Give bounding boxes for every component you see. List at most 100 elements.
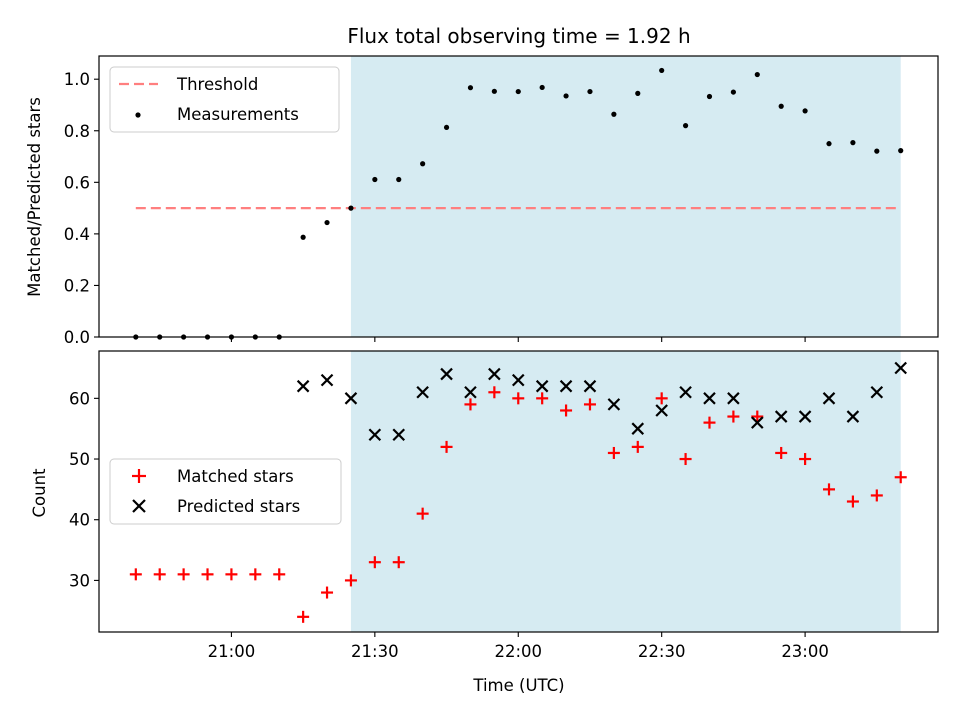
y-tick-label: 0.6: [64, 173, 90, 192]
x-tick-label: 23:00: [781, 642, 829, 661]
matched-star-point: [894, 471, 907, 484]
matched-star-point: [775, 446, 788, 459]
predicted-star-point: [488, 367, 501, 381]
predicted-star-point: [416, 385, 429, 399]
matched-star-point: [751, 410, 764, 423]
predicted-star-point: [559, 379, 573, 393]
measurement-point: [443, 124, 450, 131]
legend-matched-label: Matched stars: [177, 467, 294, 486]
predicted-star-point: [607, 398, 621, 411]
predicted-star-point: [440, 367, 453, 381]
matched-star-point: [488, 386, 501, 399]
measurement-point: [611, 111, 617, 117]
measurement-point: [467, 85, 474, 91]
matched-star-point: [536, 392, 549, 405]
predicted-star-point: [751, 416, 764, 429]
matched-star-point: [607, 446, 620, 459]
measurement-point: [587, 88, 593, 95]
predicted-star-point: [655, 404, 668, 417]
predicted-star-point: [535, 379, 549, 393]
matched-star-point: [823, 483, 836, 496]
matched-star-point: [679, 453, 692, 466]
predicted-stars-points: [296, 361, 907, 442]
measurement-point: [372, 176, 378, 183]
observing-window-shade: [350, 56, 901, 337]
predicted-star-point: [631, 422, 645, 435]
x-tick-label: 22:30: [638, 642, 686, 661]
y-tick-label: 40: [69, 511, 90, 530]
measurement-point: [778, 103, 784, 109]
measurement-point: [420, 161, 426, 167]
measurement-point: [730, 89, 736, 95]
y-tick-label: 0.4: [64, 225, 90, 244]
x-tick-label: 22:00: [494, 642, 542, 661]
measurement-point: [635, 90, 641, 96]
ratio-panel: 0.0 0.2 0.4 0.6 0.8 1.0 Matched/Predicted sta…: [25, 55, 939, 347]
legend-predicted-label: Predicted stars: [177, 497, 300, 516]
matched-star-point: [273, 568, 286, 581]
matched-star-point: [368, 556, 381, 569]
matched-star-point: [297, 610, 310, 623]
measurement-point: [348, 205, 354, 211]
matched-star-point: [440, 440, 453, 453]
matched-star-point: [870, 489, 883, 502]
count-y-ticks: 30 40 50 60: [69, 389, 99, 590]
count-y-axis-label: Count: [30, 468, 49, 518]
legend-predicted-swatch: [132, 499, 146, 513]
matched-star-point: [703, 416, 716, 429]
predicted-star-point: [368, 428, 382, 442]
measurement-point: [754, 71, 760, 78]
measurement-point: [300, 234, 306, 240]
matched-star-point: [583, 398, 596, 411]
count-axes-frame: [98, 350, 939, 633]
matched-star-point: [416, 507, 429, 520]
count-panel: 30 40 50 60 21:00 21:30 22:00 22:30 23:00 Count…: [30, 350, 939, 695]
y-tick-label: 30: [69, 571, 90, 590]
count-legend-box: [109, 458, 342, 525]
chart-title: Flux total observing time = 1.92 h: [347, 24, 690, 48]
predicted-star-point: [392, 428, 406, 442]
matched-star-point: [201, 568, 214, 581]
y-tick-label: 0.8: [64, 122, 90, 141]
measurement-point: [898, 148, 904, 154]
matched-star-point: [464, 398, 477, 411]
measurement-point: [324, 219, 330, 226]
legend-measurements-label: Measurements: [177, 105, 299, 124]
matched-star-point: [512, 392, 525, 405]
matched-star-point: [249, 568, 262, 581]
y-tick-label: 1.0: [64, 70, 90, 89]
predicted-star-point: [727, 392, 740, 405]
measurement-point: [802, 108, 808, 114]
matched-star-point: [655, 392, 668, 405]
matched-star-point: [846, 495, 859, 508]
matched-star-point: [177, 568, 190, 581]
y-tick-label: 0.0: [64, 328, 90, 347]
predicted-star-point: [320, 373, 334, 387]
measurement-point: [850, 140, 856, 146]
matched-star-point: [321, 586, 334, 599]
measurement-point: [539, 84, 545, 91]
ratio-y-ticks: 0.0 0.2 0.4 0.6 0.8 1.0: [64, 70, 99, 347]
legend-measurements-swatch: [135, 112, 141, 118]
matched-star-point: [392, 556, 405, 569]
matched-star-point: [631, 440, 644, 453]
matched-stars-points: [129, 386, 907, 623]
measurement-point: [491, 88, 497, 94]
ratio-x-ticks: [230, 337, 806, 342]
predicted-star-point: [894, 361, 907, 375]
y-tick-label: 60: [69, 389, 90, 408]
ratio-legend-box: [109, 66, 340, 133]
measurement-point: [826, 141, 832, 147]
predicted-star-point: [344, 392, 358, 405]
x-tick-label: 21:30: [351, 642, 399, 661]
count-x-ticks: 21:00 21:30 22:00 22:30 23:00: [208, 632, 829, 661]
x-tick-label: 21:00: [208, 642, 256, 661]
y-tick-label: 0.2: [64, 276, 90, 295]
matched-star-point: [727, 410, 740, 423]
predicted-star-point: [798, 410, 812, 423]
measurement-point: [515, 88, 521, 95]
ratio-legend: Threshold Measurements: [109, 66, 340, 133]
matched-star-point: [225, 568, 238, 581]
measurement-point: [563, 93, 569, 99]
